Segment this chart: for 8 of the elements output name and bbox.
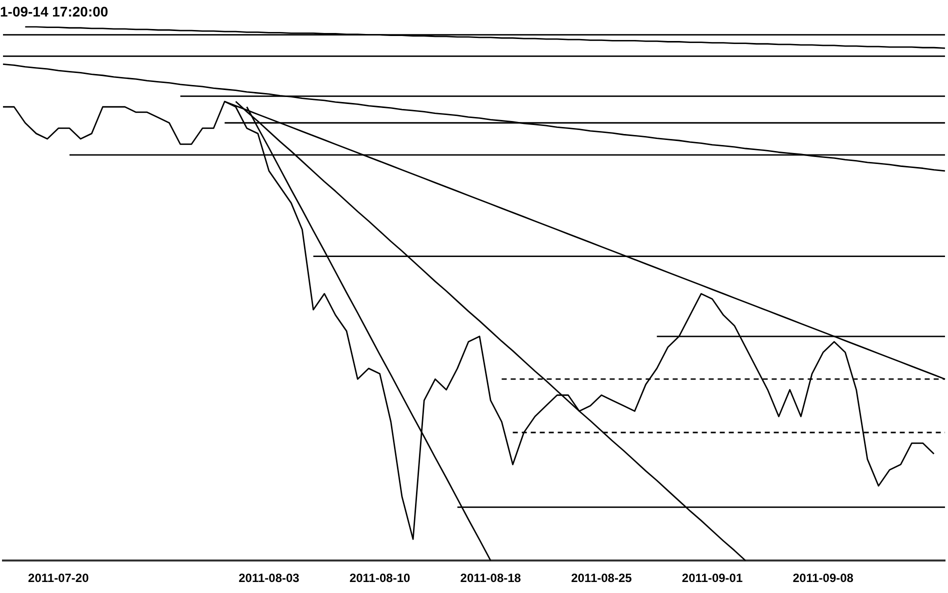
x-tick-label: 2011-09-08 [792,571,854,586]
chart-title: 1-09-14 17:20:00 [0,3,108,20]
x-tick-label: 2011-07-20 [28,571,90,586]
x-tick-label: 2011-08-18 [460,571,522,586]
x-tick-label: 2011-08-25 [571,571,632,586]
x-tick-label: 2011-08-03 [238,571,300,586]
x-tick-label: 2011-09-01 [682,571,743,586]
x-tick-label: 2011-08-10 [349,571,410,586]
